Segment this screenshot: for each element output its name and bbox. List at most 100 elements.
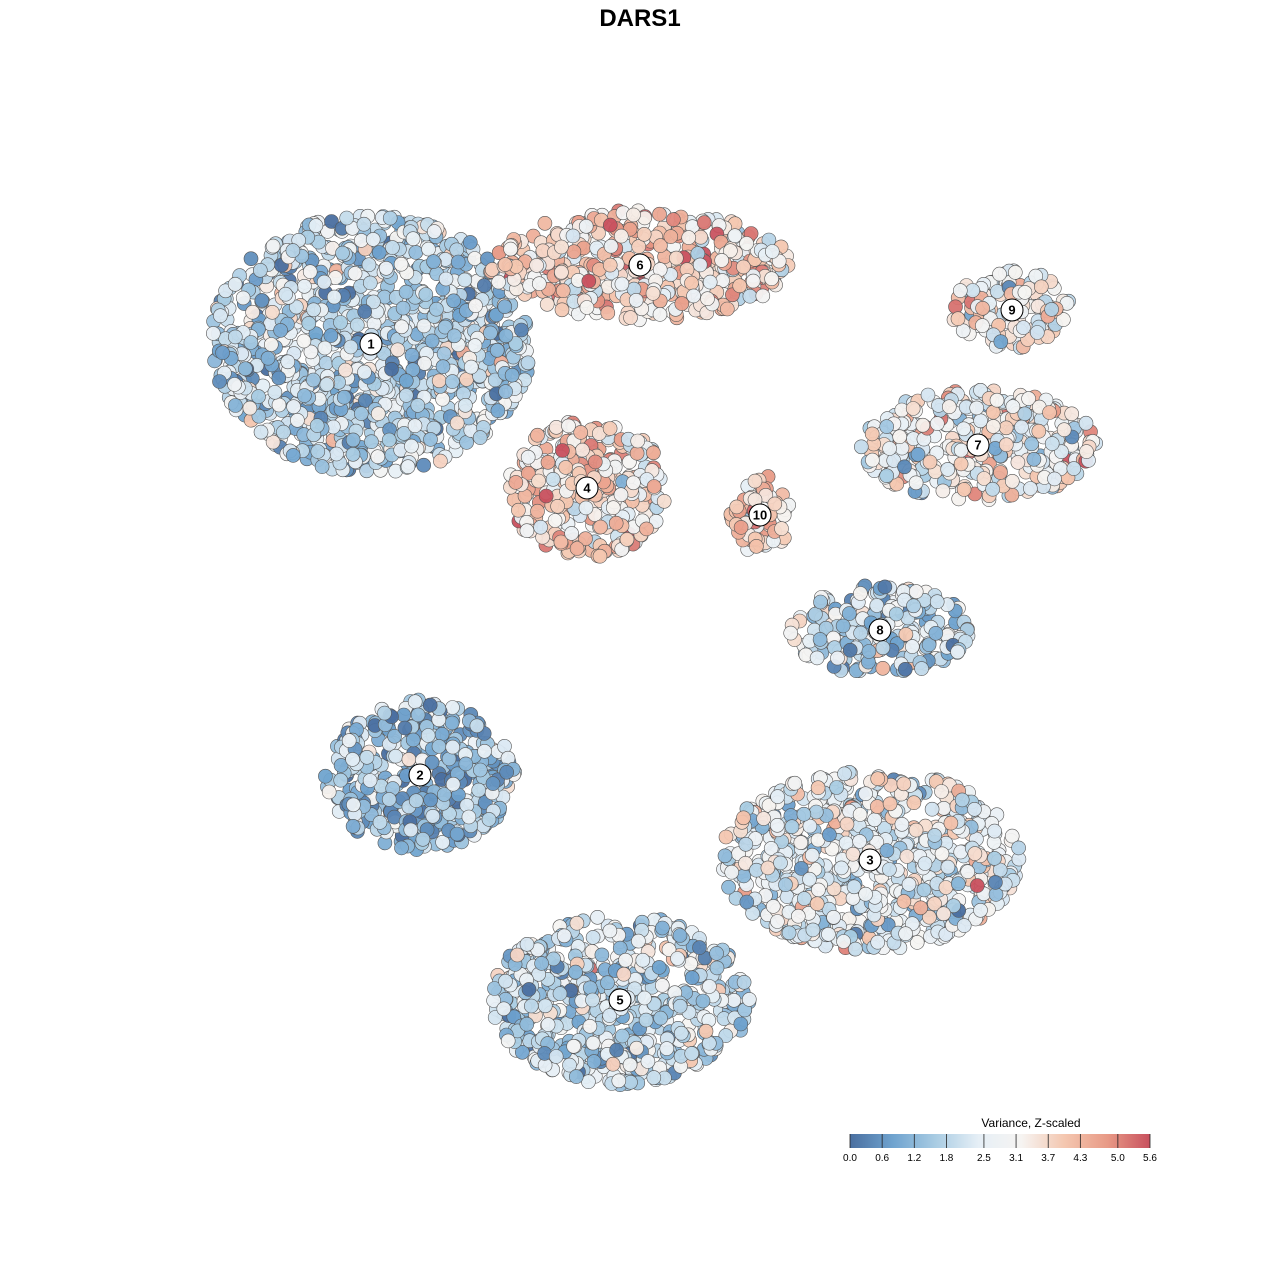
data-point	[558, 460, 574, 475]
data-point	[540, 454, 556, 470]
data-point	[1014, 419, 1029, 435]
data-point	[870, 771, 886, 787]
data-point	[896, 776, 912, 792]
data-point	[631, 933, 646, 949]
data-point	[875, 640, 891, 656]
data-point	[668, 250, 684, 266]
data-point	[575, 442, 590, 458]
data-point	[1078, 415, 1094, 431]
cluster-label-text: 10	[753, 508, 767, 523]
data-point	[357, 304, 373, 319]
data-point	[656, 493, 672, 509]
data-point	[681, 230, 697, 245]
data-point	[858, 786, 873, 802]
data-point	[550, 498, 565, 514]
data-point	[286, 399, 301, 415]
data-point	[508, 475, 524, 490]
data-point	[421, 241, 436, 257]
data-point	[245, 304, 260, 320]
data-point	[973, 902, 988, 918]
data-point	[673, 1025, 689, 1041]
data-point	[631, 239, 647, 254]
data-point	[739, 894, 755, 910]
data-point	[745, 273, 761, 289]
data-point	[608, 515, 624, 531]
data-point	[297, 278, 312, 294]
data-point	[265, 238, 281, 254]
cluster-label-text: 1	[367, 337, 374, 352]
cluster-label-10: 10	[748, 503, 772, 527]
data-point	[306, 302, 321, 318]
data-point	[561, 418, 576, 434]
data-point	[476, 278, 492, 293]
data-point	[969, 878, 985, 893]
data-point	[566, 1039, 581, 1054]
data-point	[1030, 325, 1045, 340]
data-point	[721, 879, 736, 895]
cluster-label-text: 4	[583, 481, 591, 496]
data-point	[738, 836, 754, 852]
data-point	[403, 822, 419, 838]
data-point	[329, 446, 344, 462]
data-point	[629, 1040, 644, 1056]
data-point	[613, 487, 629, 503]
data-point	[362, 275, 378, 291]
data-point	[861, 644, 877, 659]
data-point	[468, 298, 483, 314]
data-point	[477, 743, 492, 759]
data-point	[790, 908, 806, 924]
data-point	[469, 718, 485, 734]
data-point	[345, 818, 361, 834]
cluster-label-text: 9	[1008, 303, 1015, 318]
data-points	[206, 203, 1103, 1092]
data-point	[796, 891, 812, 906]
data-point	[435, 391, 450, 407]
data-point	[565, 228, 581, 244]
data-point	[520, 355, 536, 371]
data-point	[906, 795, 922, 811]
data-point	[405, 231, 421, 246]
data-point	[381, 432, 397, 448]
data-point	[640, 1054, 656, 1069]
data-point	[365, 232, 381, 247]
data-point	[692, 940, 707, 955]
data-point	[519, 523, 535, 539]
data-point	[280, 354, 296, 370]
data-point	[467, 251, 483, 266]
data-point	[436, 346, 452, 362]
data-point	[638, 1012, 654, 1028]
data-point	[655, 920, 670, 936]
data-point	[467, 338, 483, 353]
data-point	[992, 266, 1007, 282]
data-point	[726, 992, 742, 1008]
data-point	[568, 1069, 584, 1084]
data-point	[393, 256, 409, 272]
data-point	[901, 877, 917, 892]
data-point	[585, 1035, 601, 1051]
data-point	[654, 978, 670, 993]
data-point	[802, 871, 817, 887]
cluster-label-2: 2	[408, 763, 432, 787]
data-point	[908, 584, 924, 599]
data-point	[578, 500, 594, 516]
data-point	[415, 831, 431, 847]
data-point	[534, 956, 549, 971]
data-point	[316, 274, 332, 290]
data-point	[718, 829, 734, 845]
data-point	[523, 998, 539, 1014]
data-point	[998, 420, 1014, 436]
data-point	[989, 392, 1005, 408]
data-point	[764, 244, 780, 259]
data-point	[652, 206, 667, 222]
data-point	[213, 308, 228, 324]
data-point	[498, 384, 513, 399]
data-point	[449, 242, 465, 258]
data-point	[914, 661, 929, 676]
data-point	[400, 459, 416, 475]
data-point	[384, 361, 399, 377]
cluster-label-text: 3	[866, 853, 873, 868]
data-point	[809, 650, 825, 666]
data-point	[897, 661, 913, 677]
data-point	[407, 418, 423, 434]
data-point	[1017, 406, 1033, 422]
